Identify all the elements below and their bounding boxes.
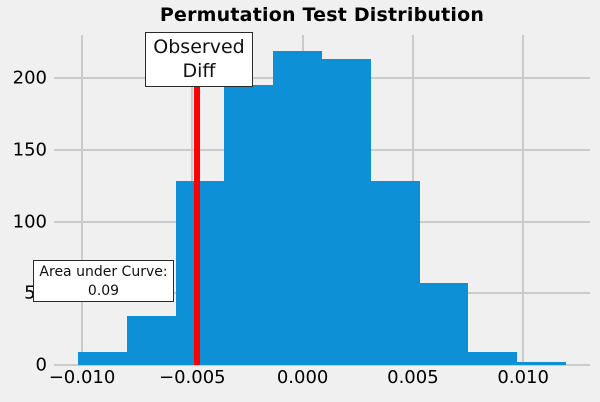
y-tick-label: 150 [12,139,47,161]
area-under-curve-value: 0.09 [87,283,120,299]
histogram-bar [468,352,518,365]
y-tick-label: 0 [35,354,47,376]
x-tick-label: 0.000 [276,367,329,388]
area-under-curve-label: Area under Curve: [39,264,168,280]
x-tick-label: −0.005 [158,367,226,388]
histogram-bar [370,181,420,365]
histogram-bar [322,59,371,365]
observed-diff-annotation-line1: Observed [153,36,245,58]
x-tick-label: 0.010 [497,367,549,388]
observed-diff-line [193,35,200,365]
histogram-bar [78,352,127,365]
x-gridline [522,35,525,365]
y-tick-label: 200 [12,67,47,89]
area-under-curve-annotation: Area under Curve: 0.09 [33,260,174,302]
x-tick-label: 0.005 [387,367,439,388]
y-tick-label: 100 [12,211,47,232]
histogram-bar [517,362,566,365]
x-tick-label: −0.010 [48,367,116,388]
chart-title: Permutation Test Distribution [159,4,485,26]
histogram-bar [273,50,322,365]
histogram-bar [224,85,274,365]
x-gridline [81,35,83,365]
histogram-bar [419,283,469,365]
histogram-bar [126,316,176,365]
histogram-bar [175,181,225,365]
y-gridline [54,364,590,366]
observed-diff-annotation-line2: Diff [182,60,216,82]
observed-diff-annotation: Observed Diff [145,32,253,87]
